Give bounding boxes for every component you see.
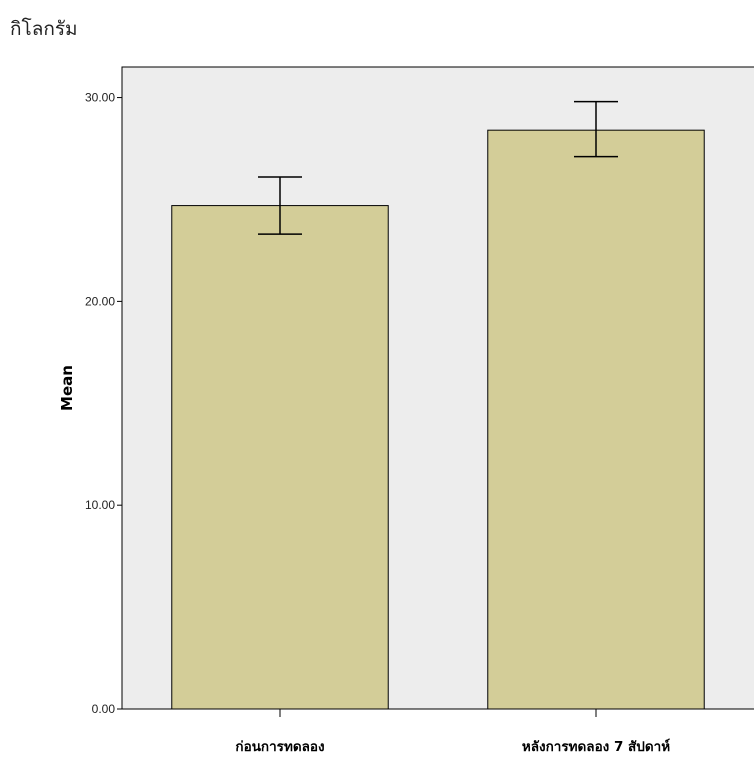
y-axis-title: Mean [58,365,76,411]
x-tick-label: ก่อนการทดลอง [235,739,324,755]
y-unit-label: กิโลกรัม [10,18,78,40]
bar [487,129,705,710]
bars [171,100,705,710]
bar [171,205,389,710]
x-axis: ก่อนการทดลอง หลังการทดลอง 7 สัปดาห์ [235,709,670,755]
y-tick-label: 10.00 [85,498,115,512]
x-tick-label: หลังการทดลอง 7 สัปดาห์ [522,738,670,755]
y-tick-label: 30.00 [85,91,115,105]
y-axis: 0.00 10.00 20.00 30.00 [85,91,122,716]
y-tick-label: 20.00 [85,294,115,308]
y-tick-label: 0.00 [92,702,116,716]
